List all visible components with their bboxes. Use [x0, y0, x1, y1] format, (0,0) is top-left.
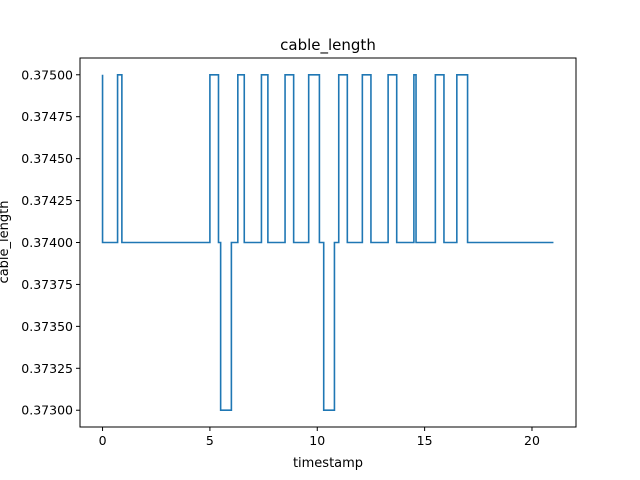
y-axis-label: cable_length — [0, 201, 12, 284]
x-tick-label: 10 — [309, 433, 325, 448]
x-tick-label: 20 — [524, 433, 540, 448]
x-tick-label: 0 — [99, 433, 107, 448]
y-tick-label: 0.37325 — [21, 361, 73, 376]
y-tick-label: 0.37475 — [21, 109, 73, 124]
series-line-0 — [101, 73, 554, 412]
y-axis: 0.37300 0.37325 0.37350 0.37375 0.37400 0.374… — [21, 67, 80, 418]
x-tick-label: 5 — [206, 433, 214, 448]
x-axis: 0 5 10 15 20 — [99, 427, 540, 448]
y-tick-label: 0.37300 — [21, 403, 73, 418]
x-tick-label: 15 — [417, 433, 433, 448]
y-tick-label: 0.37500 — [21, 67, 73, 82]
y-tick-label: 0.37350 — [21, 319, 73, 334]
plot-area — [101, 73, 554, 412]
y-tick-label: 0.37450 — [21, 151, 73, 166]
y-tick-label: 0.37375 — [21, 277, 73, 292]
chart-title: cable_length — [280, 36, 376, 55]
y-tick-label: 0.37425 — [21, 193, 73, 208]
x-axis-label: timestamp — [293, 456, 363, 471]
y-tick-label: 0.37400 — [21, 235, 73, 250]
